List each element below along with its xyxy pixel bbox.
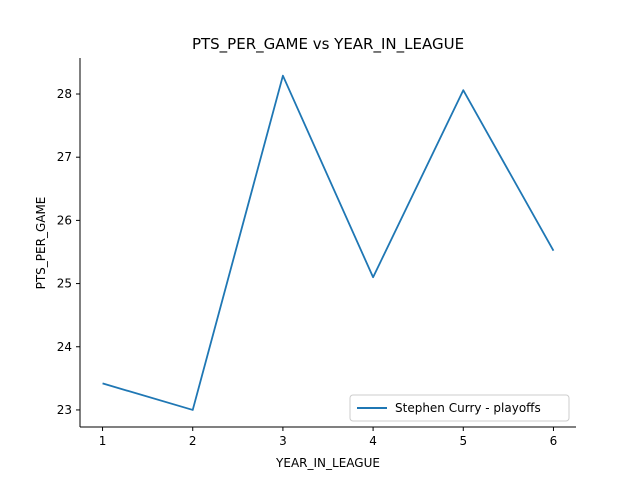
y-tick-label: 26 [57,213,72,227]
x-tick-label: 6 [550,434,558,448]
legend: Stephen Curry - playoffs [349,394,570,422]
x-tick-label: 4 [369,434,377,448]
series-line-0 [102,74,555,411]
y-tick-label: 24 [57,340,72,354]
x-tick-label: 3 [279,434,287,448]
chart-title: PTS_PER_GAME vs YEAR_IN_LEAGUE [192,35,464,54]
x-tick-label: 5 [459,434,467,448]
legend-label: Stephen Curry - playoffs [395,401,541,415]
x-ticks: 1 2 3 4 5 6 [99,427,558,448]
y-tick-label: 23 [57,403,72,417]
x-axis-label: YEAR_IN_LEAGUE [275,456,380,470]
y-ticks: 23 24 25 26 27 28 [57,87,80,417]
y-tick-label: 27 [57,150,72,164]
x-tick-label: 1 [99,434,107,448]
series-layer [102,74,555,411]
legend-box [349,394,570,422]
y-axis-label: PTS_PER_GAME [34,197,48,290]
y-tick-label: 25 [57,277,72,291]
y-tick-label: 28 [57,87,72,101]
x-tick-label: 2 [189,434,197,448]
